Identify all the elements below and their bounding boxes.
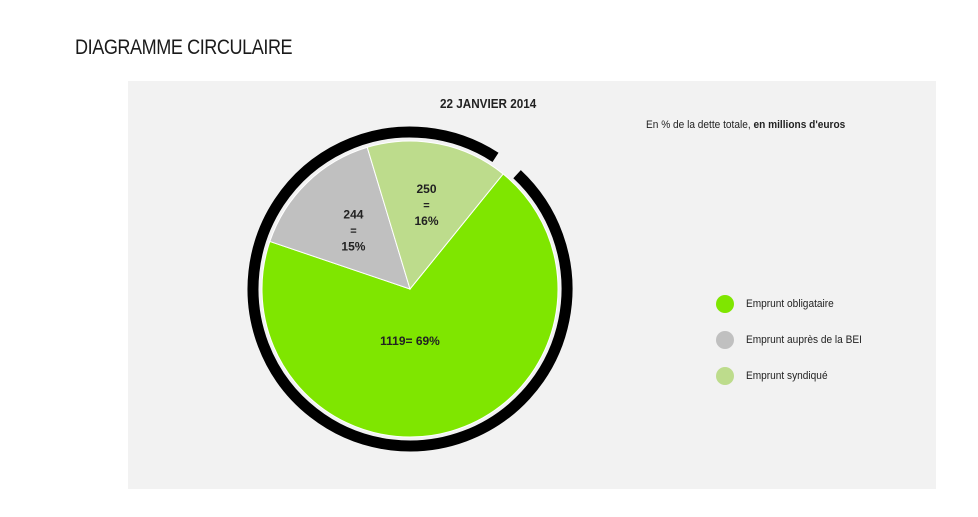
chart-panel: 22 JANVIER 2014 En % de la dette totale,… — [128, 81, 936, 489]
slice-data-label: 1119= 69% — [380, 334, 440, 348]
legend-swatch-icon — [716, 331, 734, 349]
legend-label: Emprunt obligataire — [746, 298, 834, 310]
slice-data-label: 250 = 16% — [415, 182, 439, 228]
pie-slice — [261, 173, 559, 438]
pie-slice-layer — [261, 140, 559, 438]
legend-swatch-icon — [716, 295, 734, 313]
slice-data-label-line: = — [350, 225, 356, 237]
pie-slice — [269, 146, 411, 290]
legend-swatch-icon — [716, 367, 734, 385]
chart-subtitle: En % de la dette totale, en millions d'e… — [646, 119, 845, 131]
subtitle-bold: en millions d'euros — [753, 119, 846, 131]
pie-chart: 1119= 69% 244 = 15% 250 = 16% — [247, 126, 573, 452]
slice-data-label-line: 1119= 69% — [380, 334, 440, 348]
legend-item: Emprunt auprès de la BEI — [716, 322, 872, 358]
pie-label-layer: 1119= 69% 244 = 15% 250 = 16% — [341, 182, 440, 348]
slice-data-label-line: 15% — [341, 239, 365, 253]
slice-data-label-line: 250 — [417, 182, 437, 196]
legend-label: Emprunt auprès de la BEI — [746, 334, 862, 346]
pie-outline-layer — [247, 126, 573, 452]
legend-label: Emprunt syndiqué — [746, 370, 828, 382]
slice-data-label-line: 244 — [343, 207, 363, 221]
legend: Emprunt obligataire Emprunt auprès de la… — [716, 286, 872, 394]
subtitle-regular: En % de la dette totale, — [646, 119, 754, 131]
slice-data-label: 244 = 15% — [341, 207, 365, 253]
chart-title: 22 JANVIER 2014 — [440, 96, 537, 111]
legend-item: Emprunt syndiqué — [716, 358, 872, 394]
page-title: DIAGRAMME CIRCULAIRE — [75, 36, 293, 59]
slice-data-label-line: = — [423, 200, 429, 212]
pie-outline-ring — [247, 126, 573, 452]
legend-item: Emprunt obligataire — [716, 286, 872, 322]
slice-data-label-line: 16% — [415, 214, 439, 228]
pie-slice — [366, 140, 504, 291]
